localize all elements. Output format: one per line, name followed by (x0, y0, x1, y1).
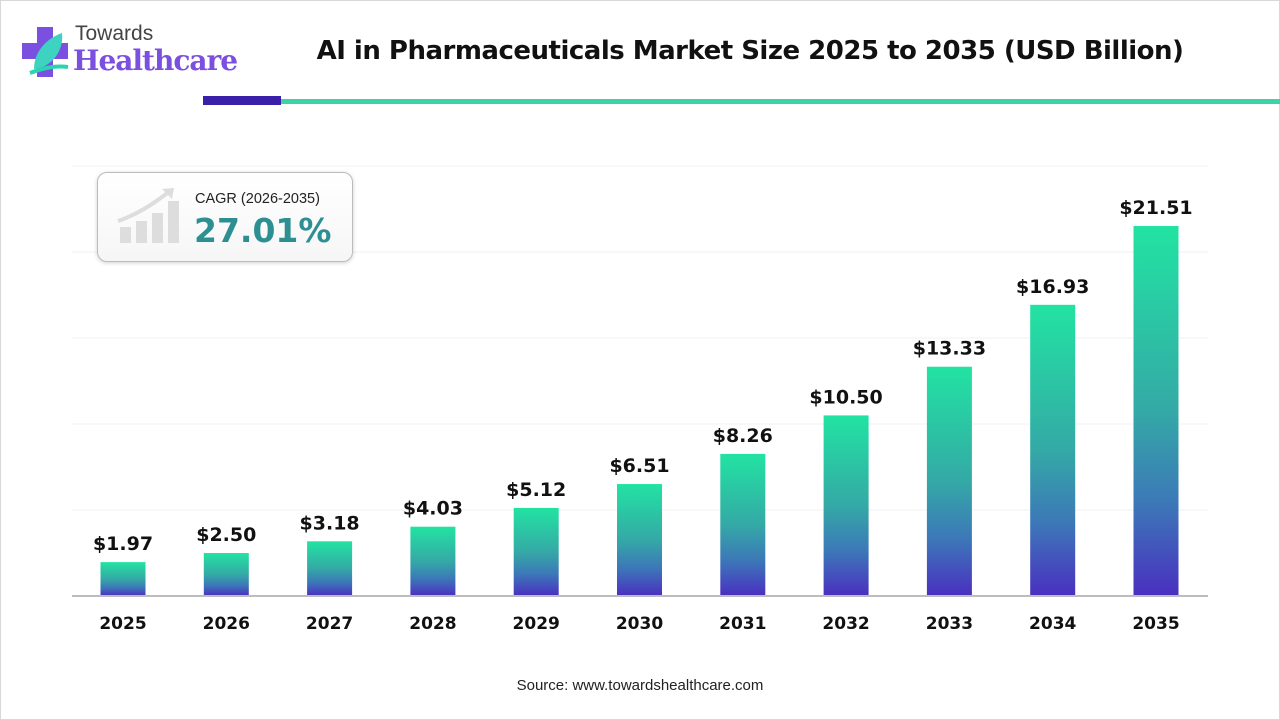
x-tick-label: 2028 (409, 614, 456, 634)
brand-line1: Towards (75, 22, 154, 45)
medical-cross-leaf-icon (22, 27, 69, 77)
x-tick-label: 2030 (616, 614, 663, 634)
brand-logo: Towards Healthcare (20, 22, 240, 82)
x-tick-label: 2029 (513, 614, 560, 634)
data-label: $10.50 (809, 386, 882, 408)
bar-2029 (513, 507, 559, 596)
bar-2034 (1030, 304, 1076, 596)
x-tick-label: 2027 (306, 614, 353, 634)
data-label: $13.33 (913, 338, 986, 360)
bar-2028 (410, 526, 456, 596)
growth-chart-icon (117, 188, 179, 243)
bar-2032 (823, 415, 869, 596)
title-underline-dark (203, 96, 281, 105)
bar-2027 (307, 541, 353, 596)
data-label: $16.93 (1016, 276, 1089, 298)
x-tick-label: 2025 (99, 614, 146, 634)
x-tick-label: 2033 (926, 614, 973, 634)
x-tick-label: 2031 (719, 614, 766, 634)
x-tick-label: 2032 (822, 614, 869, 634)
x-tick-label: 2026 (203, 614, 250, 634)
data-label: $2.50 (196, 524, 256, 546)
bar-2035 (1133, 226, 1179, 596)
bar-2030 (617, 484, 662, 596)
title-underline-light (281, 99, 1280, 104)
data-label: $1.97 (93, 533, 153, 555)
data-label: $3.18 (300, 512, 360, 534)
bar-2033 (926, 366, 972, 596)
data-label: $21.51 (1119, 197, 1192, 219)
x-tick-label: 2034 (1029, 614, 1076, 634)
chart-title: AI in Pharmaceuticals Market Size 2025 t… (316, 36, 1184, 66)
cagr-label: CAGR (2026-2035) (195, 191, 320, 207)
x-tick-label: 2035 (1132, 614, 1179, 634)
data-label: $8.26 (713, 425, 773, 447)
bar-2026 (203, 553, 249, 596)
cagr-value: 27.01% (194, 211, 332, 250)
bar-2031 (720, 453, 766, 596)
data-label: $4.03 (403, 498, 463, 520)
source-note: Source: www.towardshealthcare.com (516, 677, 764, 694)
brand-line2: Healthcare (73, 44, 238, 77)
data-label: $5.12 (506, 479, 566, 501)
cagr-card: CAGR (2026-2035) 27.01% (97, 172, 353, 262)
data-label: $6.51 (609, 455, 669, 477)
bar-2025 (100, 562, 146, 596)
